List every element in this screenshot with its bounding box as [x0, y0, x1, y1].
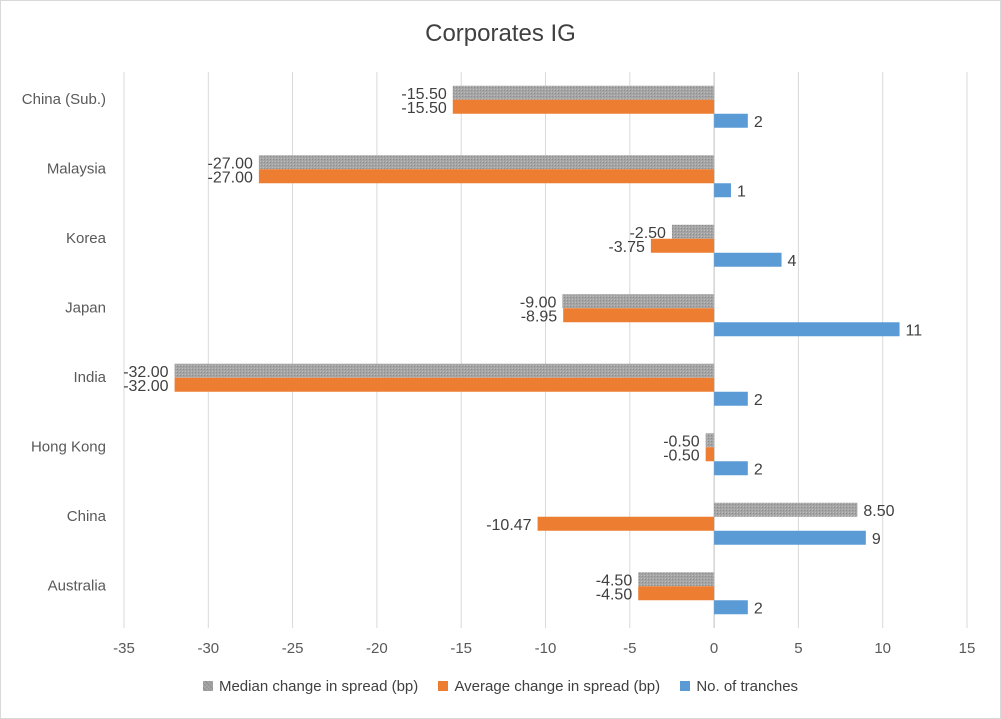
- data-label: -27.00: [208, 155, 253, 172]
- x-tick-label: 5: [794, 640, 802, 657]
- data-label: -10.47: [486, 517, 531, 534]
- x-tick-label: 0: [710, 640, 718, 657]
- data-label: -32.00: [123, 364, 168, 381]
- legend-swatch-tranches: [680, 681, 691, 692]
- data-label: -9.00: [520, 294, 557, 311]
- bar-0-1: [258, 155, 715, 170]
- bar-1-6: [537, 516, 715, 531]
- data-label: -32.00: [123, 378, 168, 395]
- data-label: -2.50: [629, 225, 666, 242]
- x-tick-label: -15: [450, 640, 472, 657]
- legend-item-tranches[interactable]: No. of tranches: [680, 678, 798, 695]
- bar-2-2: [714, 252, 782, 267]
- bar-0-4: [174, 363, 715, 378]
- y-category-label: India: [73, 369, 106, 386]
- bar-1-4: [174, 377, 715, 392]
- data-label: 11: [906, 322, 923, 339]
- x-tick-label: 15: [959, 640, 976, 657]
- bar-1-7: [638, 586, 715, 601]
- x-tick-label: -35: [113, 640, 135, 657]
- data-label: -15.50: [401, 86, 446, 103]
- bar-1-2: [650, 238, 715, 253]
- bar-2-5: [714, 461, 748, 476]
- legend-item-median[interactable]: Median change in spread (bp): [202, 678, 419, 695]
- bar-2-0: [714, 113, 748, 128]
- bar-1-5: [705, 447, 715, 462]
- chart-legend: Median change in spread (bp) Average cha…: [0, 678, 1001, 695]
- bar-1-1: [258, 169, 715, 184]
- bar-2-3: [714, 322, 900, 337]
- data-label: 1: [737, 183, 746, 200]
- legend-label-average: Average change in spread (bp): [454, 678, 661, 695]
- x-tick-label: -30: [197, 640, 219, 657]
- data-label: -4.50: [596, 572, 633, 589]
- data-label: 8.50: [863, 503, 894, 520]
- bar-1-0: [452, 99, 715, 114]
- bar-0-2: [671, 224, 715, 239]
- bar-0-7: [638, 572, 715, 587]
- data-label: -3.75: [608, 239, 645, 256]
- bar-2-4: [714, 391, 748, 406]
- data-label: 2: [754, 461, 763, 478]
- x-tick-label: -10: [535, 640, 557, 657]
- x-tick-label: -5: [623, 640, 636, 657]
- data-label: -8.95: [521, 308, 558, 325]
- data-label: 2: [754, 114, 763, 131]
- bar-2-7: [714, 600, 748, 615]
- legend-swatch-median: [202, 681, 213, 692]
- chart-title: Corporates IG: [425, 20, 576, 47]
- legend-label-median: Median change in spread (bp): [218, 678, 419, 695]
- bar-0-5: [705, 433, 715, 448]
- data-label: -4.50: [596, 586, 633, 603]
- data-label: -27.00: [208, 169, 253, 186]
- x-tick-label: -25: [282, 640, 304, 657]
- bar-2-1: [714, 183, 731, 198]
- bar-2-6: [714, 530, 866, 545]
- bar-0-6: [714, 502, 858, 517]
- bar-0-3: [562, 294, 715, 309]
- x-tick-label: -20: [366, 640, 388, 657]
- data-label: 2: [754, 392, 763, 409]
- legend-swatch-average: [438, 681, 449, 692]
- bar-1-3: [563, 308, 715, 323]
- y-category-label: Japan: [65, 299, 106, 316]
- data-label: 4: [788, 253, 797, 270]
- bar-0-0: [452, 85, 715, 100]
- y-category-label: China (Sub.): [22, 91, 106, 108]
- x-tick-label: 10: [874, 640, 891, 657]
- data-label: 2: [754, 600, 763, 617]
- y-category-label: China: [67, 508, 107, 525]
- data-label: 9: [872, 531, 881, 548]
- y-category-label: Hong Kong: [31, 438, 106, 455]
- data-label: -15.50: [401, 100, 446, 117]
- legend-label-tranches: No. of tranches: [696, 678, 799, 695]
- y-category-label: Australia: [48, 577, 107, 594]
- legend-item-average[interactable]: Average change in spread (bp): [438, 678, 660, 695]
- y-category-label: Korea: [66, 230, 107, 247]
- data-label: -0.50: [663, 433, 700, 450]
- data-label: -0.50: [663, 447, 700, 464]
- y-category-label: Malaysia: [47, 160, 107, 177]
